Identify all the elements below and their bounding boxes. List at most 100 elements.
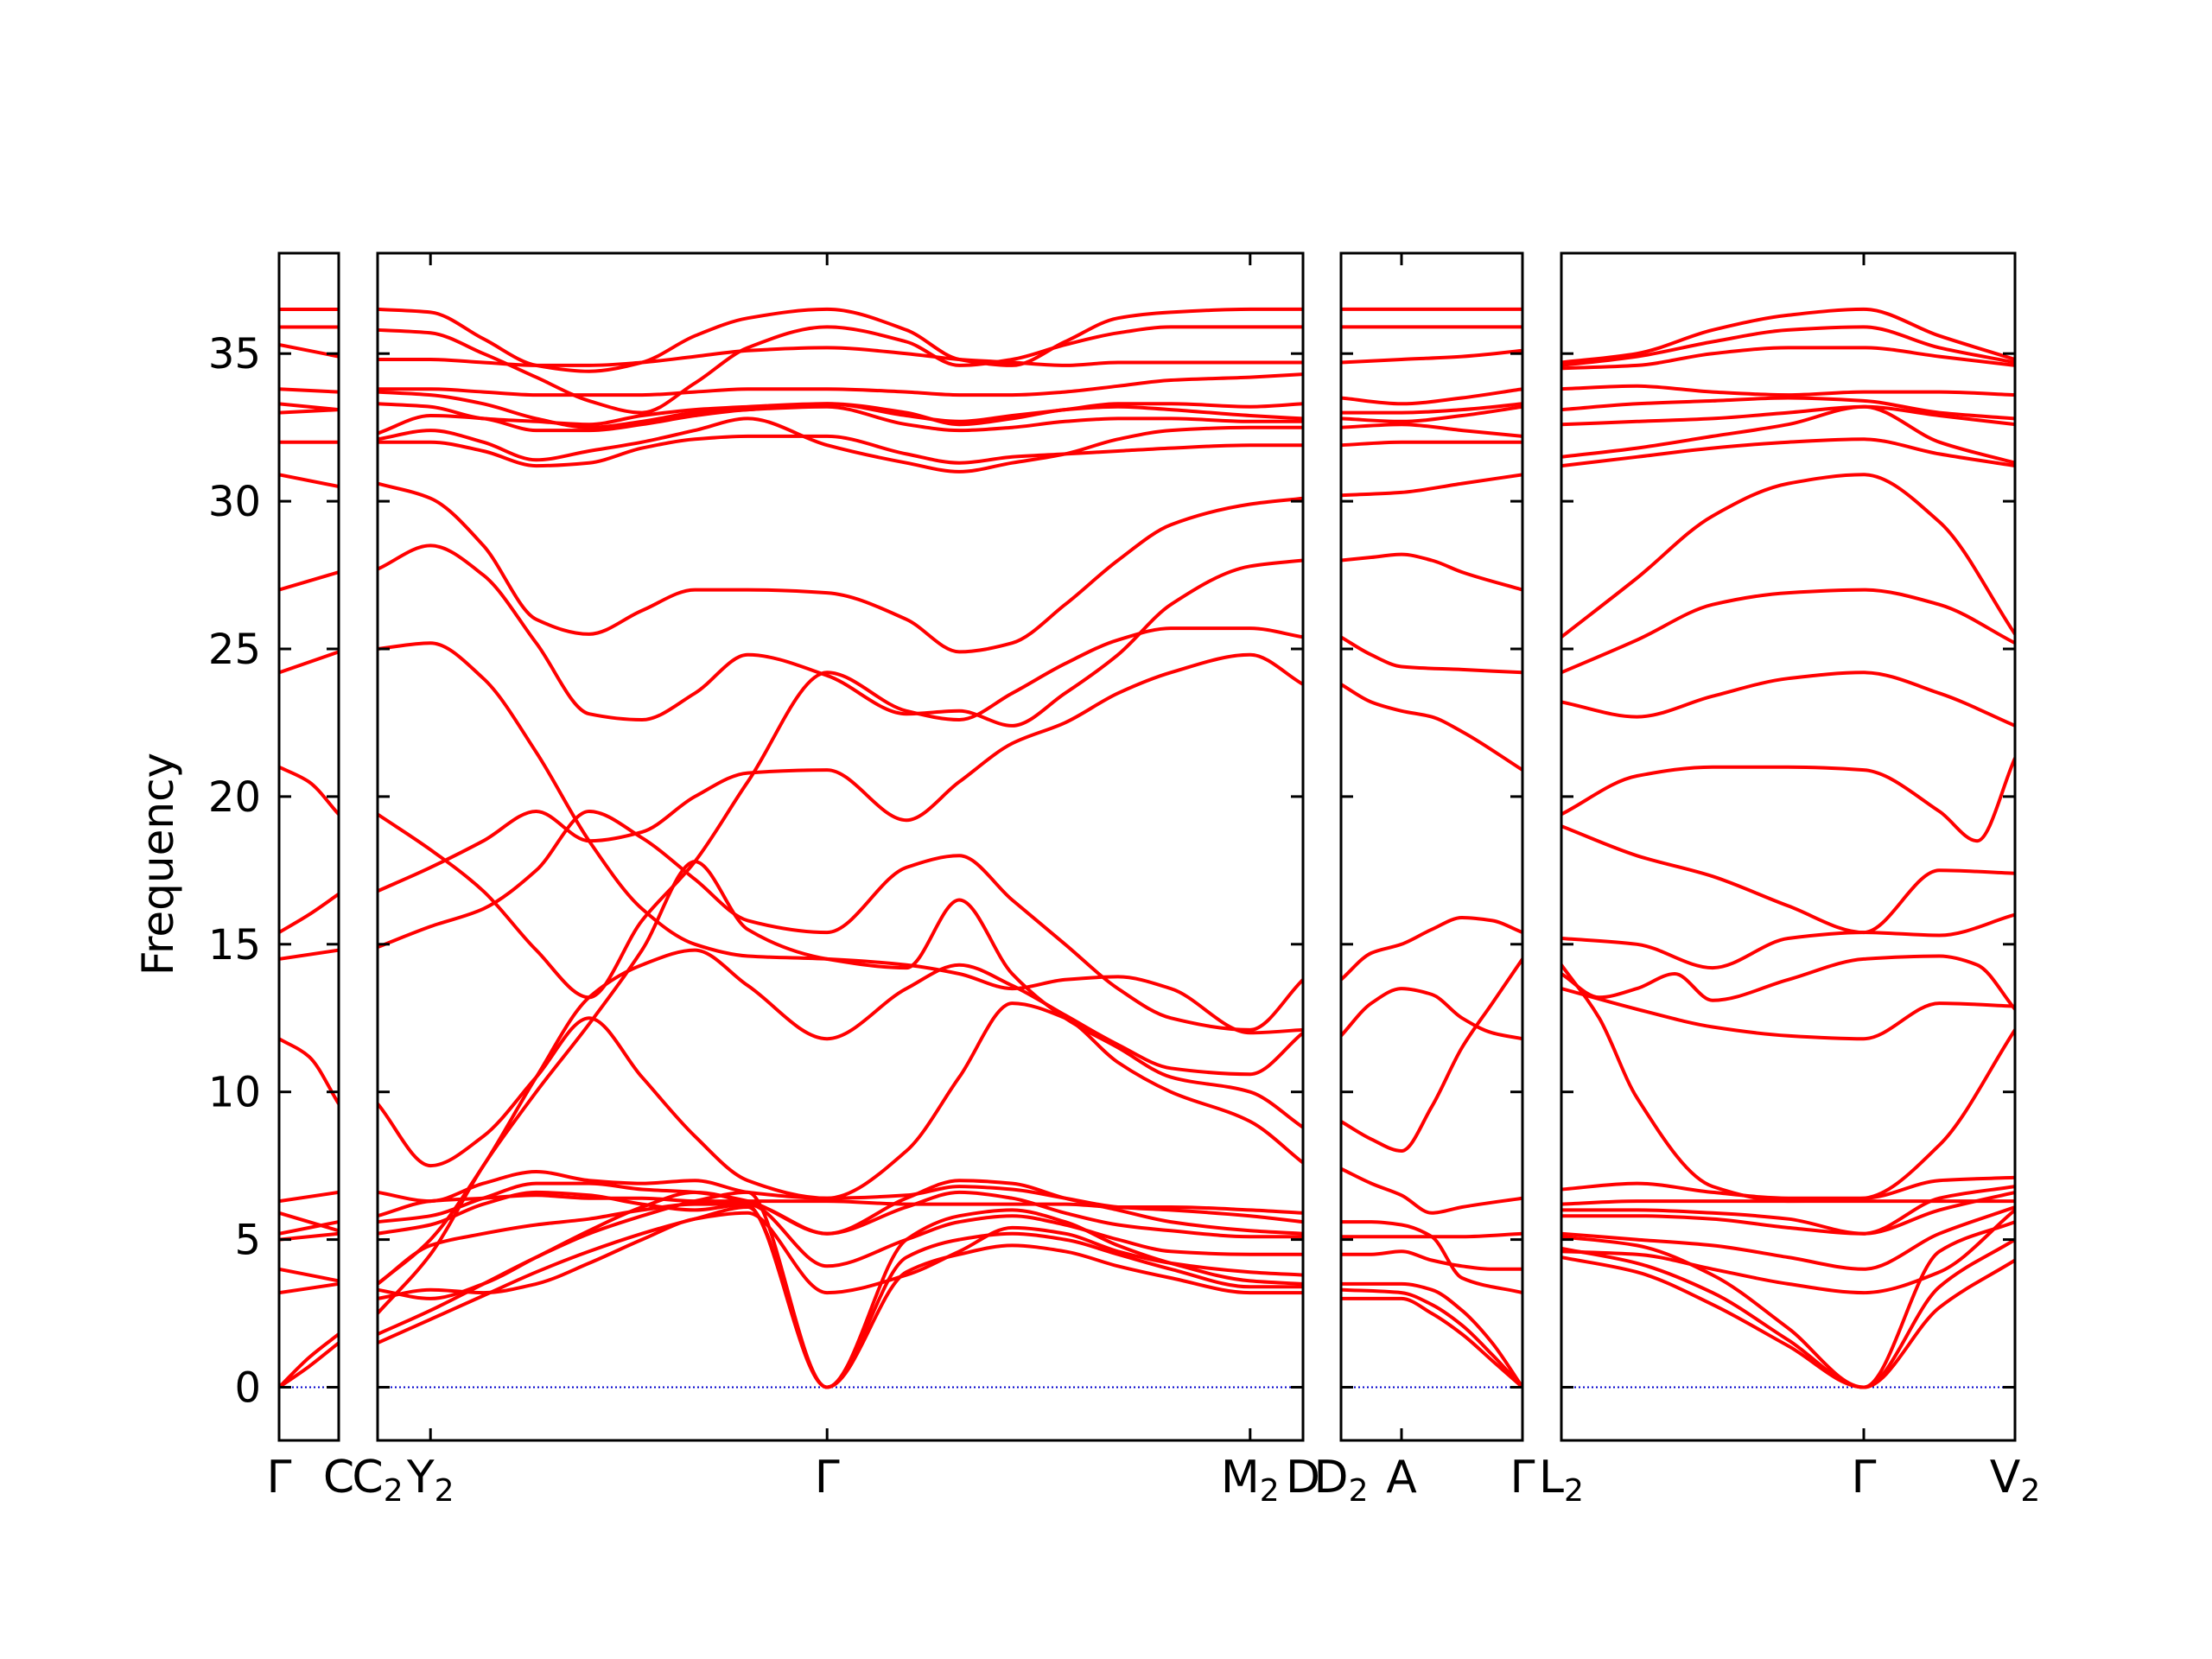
band-line-7 [378, 1179, 1303, 1236]
panel-1 [277, 251, 340, 1442]
band-line-9 [1561, 1175, 2015, 1200]
band-line-1 [1561, 1255, 2015, 1389]
band-line-23 [378, 390, 1303, 429]
band-line-15 [1341, 440, 1522, 448]
band-line-2 [1341, 1287, 1522, 1389]
band-line-9 [1341, 987, 1522, 1041]
band-line-9 [279, 1037, 339, 1106]
band-line-14 [378, 652, 1303, 893]
panel-4 [1560, 251, 2017, 1442]
y-tick-label: 20 [208, 773, 261, 822]
k-point-label: C2 [352, 1452, 403, 1509]
y-tick-label: 5 [234, 1217, 261, 1265]
band-line-6 [279, 1190, 339, 1204]
bands [378, 307, 1303, 1389]
k-point-label: Γ [1510, 1452, 1535, 1503]
k-point-label: M2 [1221, 1452, 1280, 1509]
band-line-18 [1561, 473, 2015, 639]
band-line-25 [1561, 325, 2015, 367]
band-line-3 [378, 1190, 1303, 1389]
band-line-16 [1561, 671, 2015, 728]
band-line-21 [1561, 404, 2015, 427]
band-line-7 [1341, 1166, 1522, 1215]
band-line-19 [1341, 387, 1522, 406]
band-line-18 [378, 481, 1303, 654]
band-line-2 [279, 1332, 339, 1389]
k-point-labels: Γ CC2 Y2 Γ M2 DD2 A Γ L2 Γ V2 [267, 1452, 2041, 1509]
band-line-25 [378, 346, 1303, 367]
band-line-10 [1561, 963, 2015, 1204]
band-line-12 [279, 765, 339, 817]
band-line-13 [1561, 912, 2015, 970]
bands [279, 307, 339, 1389]
band-line-15 [279, 473, 339, 489]
band-line-6 [1561, 1190, 2015, 1236]
band-line-17 [378, 543, 1303, 728]
band-line-12 [378, 860, 1303, 1315]
band-line-5 [1561, 1205, 2015, 1271]
band-line-17 [1561, 588, 2015, 675]
k-point-label: D2 [1314, 1452, 1369, 1509]
k-point-label: D [1286, 1452, 1320, 1503]
band-line-3 [279, 1281, 339, 1295]
panel-frame [376, 251, 1305, 1442]
panel-2 [376, 251, 1305, 1442]
k-point-label: Γ [1852, 1452, 1877, 1503]
band-line-1 [378, 1205, 1303, 1389]
band-line-11 [378, 948, 1303, 1286]
band-line-27 [378, 307, 1303, 373]
k-point-label: Y2 [406, 1452, 454, 1509]
k-point-label: Γ [267, 1452, 292, 1503]
band-line-8 [1341, 957, 1522, 1153]
band-line-13 [1341, 552, 1522, 592]
band-line-15 [1561, 756, 2015, 843]
k-point-label: C [323, 1452, 354, 1503]
band-line-4 [279, 1267, 339, 1283]
band-line-20 [378, 416, 1303, 474]
band-line-18 [279, 402, 339, 412]
band-line-23 [1561, 384, 2015, 397]
band-line-14 [279, 570, 339, 592]
band-line-19 [279, 387, 339, 394]
band-line-16 [1341, 423, 1522, 438]
band-line-26 [378, 325, 1303, 415]
band-line-18 [1341, 402, 1522, 415]
band-line-10 [279, 948, 339, 961]
band-line-4 [1561, 1208, 2015, 1295]
band-line-24 [1561, 346, 2015, 371]
y-tick-label: 15 [208, 921, 261, 969]
band-line-1 [279, 1341, 339, 1389]
k-point-label: Γ [815, 1452, 840, 1503]
band-line-7 [1561, 1185, 2015, 1236]
band-line-9 [378, 1193, 1303, 1218]
band-line-20 [1561, 404, 2015, 465]
y-axis-label: Frequency [133, 753, 183, 976]
band-line-1 [1341, 1296, 1522, 1389]
band-line-14 [1561, 824, 2015, 935]
panel-frame [1560, 251, 2017, 1442]
band-line-2 [1561, 1237, 2015, 1389]
panel-frame [277, 251, 340, 1442]
band-line-24 [378, 372, 1303, 397]
band-line-3 [1341, 1281, 1522, 1389]
band-line-10 [378, 1001, 1303, 1200]
k-point-label: L2 [1539, 1452, 1584, 1509]
k-point-label: A [1386, 1452, 1417, 1503]
band-line-3 [1561, 1220, 2015, 1389]
chart-panels [277, 251, 2017, 1442]
band-line-5 [279, 1220, 339, 1236]
band-line-21 [378, 404, 1303, 435]
band-line-19 [1561, 437, 2015, 468]
band-line-16 [378, 641, 1303, 1035]
band-line-17 [1341, 404, 1522, 423]
band-line-8 [279, 1211, 339, 1233]
band-line-22 [1561, 396, 2015, 421]
y-tick-label: 10 [208, 1069, 261, 1117]
band-line-11 [1561, 987, 2015, 1041]
bands [1561, 307, 2015, 1389]
band-line-13 [279, 650, 339, 675]
band-line-10 [1341, 916, 1522, 982]
band-line-20 [1341, 348, 1522, 365]
band-line-13 [378, 810, 1303, 1032]
